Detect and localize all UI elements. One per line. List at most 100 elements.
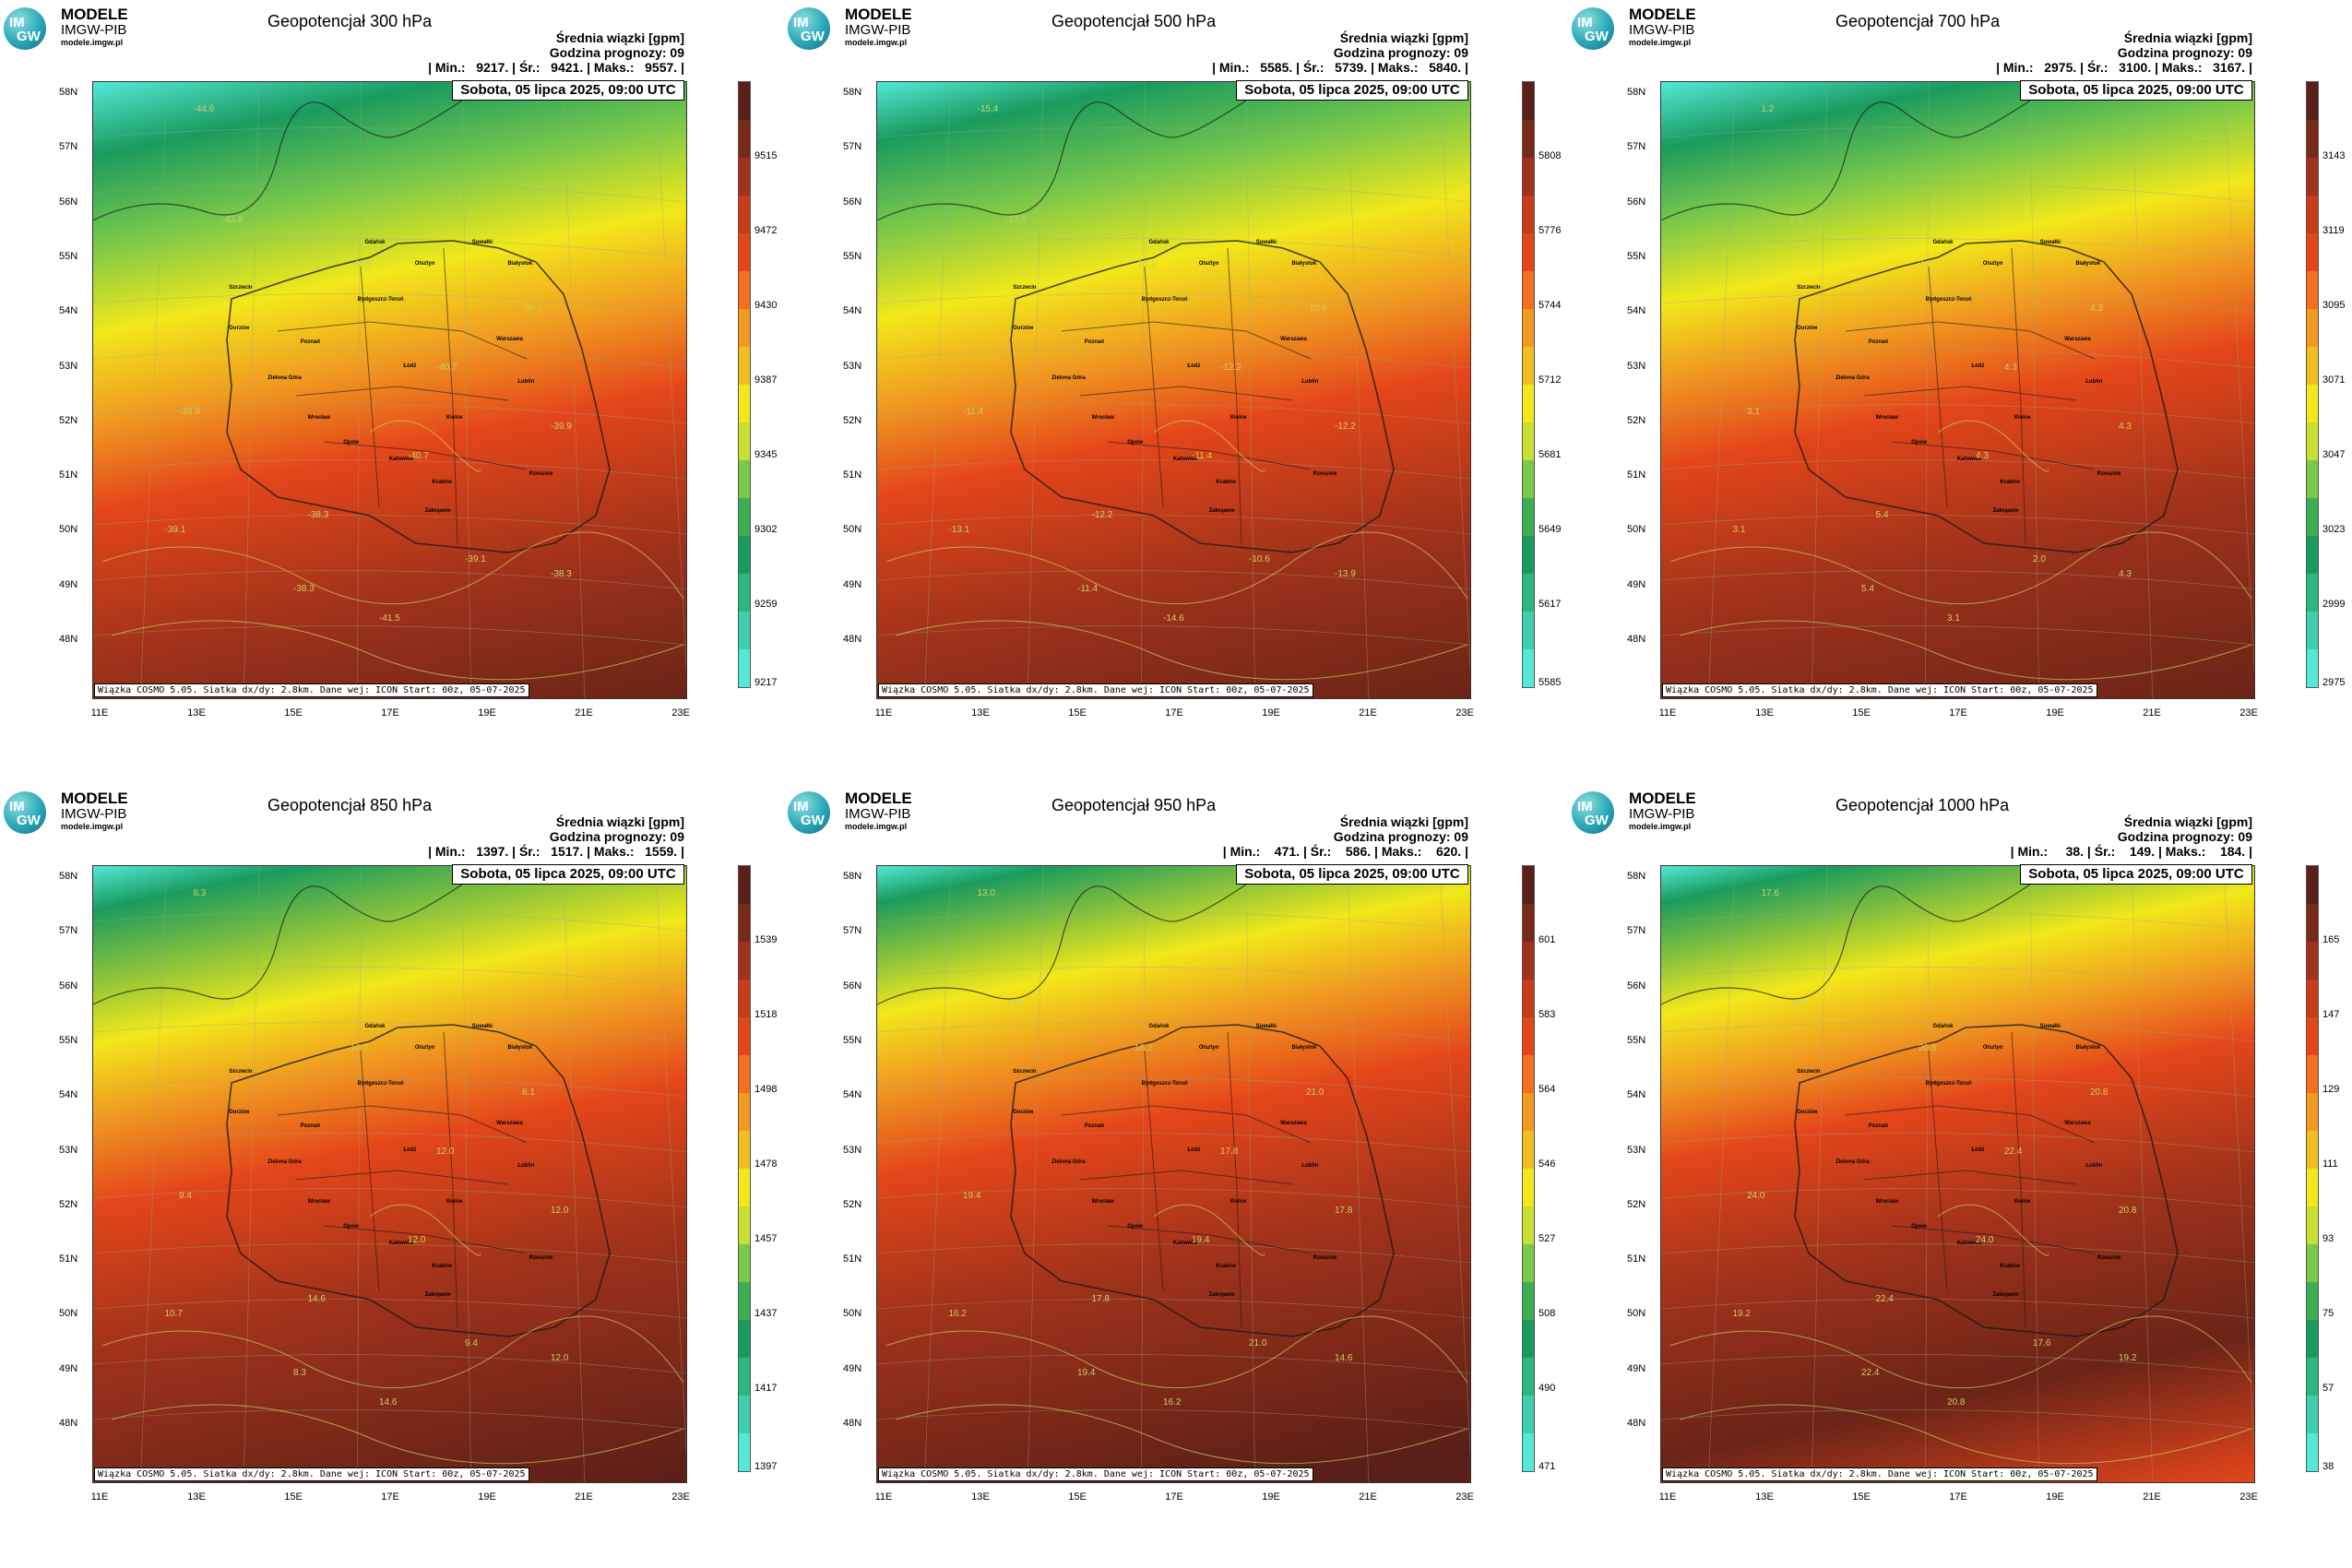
longitude-label: 13E [1755,1491,1774,1503]
latitude-label: 54N [59,305,78,317]
contour-value: 4.3 [2119,422,2132,432]
valid-date: Sobota, 05 lipca 2025, 09:00 UTC [2020,864,2252,885]
colorbar [1522,865,1535,1472]
longitude-label: 23E [671,1491,690,1503]
forecast-hour: Godzina prognozy: 09 [2117,829,2252,844]
longitude-label: 19E [1262,707,1280,719]
forecast-panel: IM GW MODELE IMGW-PIB modele.imgw.pl Geo… [1568,0,2352,784]
longitude-label: 11E [90,707,109,719]
longitude-label: 21E [575,1491,593,1503]
city-label: Rzeszów [529,1254,553,1261]
imgw-logo: IM GW MODELE IMGW-PIB modele.imgw.pl [788,788,935,836]
city-label: Katowice [388,1241,414,1247]
city-label: Bydgoszcz-Toruń [1141,296,1188,303]
contour-value: 10.7 [350,1043,369,1053]
badge-text-bottom: GW [17,813,41,828]
latitude-label: 57N [843,925,862,937]
geopotential-map: Wiązka COSMO 5.05. Siatka dx/dy: 2.8km. … [92,865,687,1483]
model-footer: Wiązka COSMO 5.05. Siatka dx/dy: 2.8km. … [1662,683,2097,697]
contour-value: 13.0 [977,888,995,898]
colorbar-tick-label: 147 [2322,1008,2340,1020]
city-label: Szczecin [229,1069,253,1075]
latitude-label: 58N [843,87,862,98]
map-overlay [877,866,1470,1482]
logo-line2: IMGW-PIB [61,806,127,822]
city-label: Zielona Góra [1835,1158,1870,1165]
latitude-label: 51N [1627,1253,1646,1265]
contour-value: 19.2 [1732,1309,1751,1319]
regional-borders [1845,1031,2096,1328]
city-label: Gorzów [229,1109,250,1115]
coastline [877,100,1247,221]
city-label: Bydgoszcz-Toruń [1925,1080,1972,1087]
coastline [93,100,463,221]
imgw-badge-icon: IM GW [1572,791,1614,834]
latitude-label: 51N [843,469,862,481]
longitude-label: 21E [1359,1491,1377,1503]
contour-value: -40.7 [436,362,457,373]
contour-value: 14.6 [307,1294,326,1304]
city-label: Zielona Góra [1051,1158,1086,1165]
latitude-label: 54N [1627,1089,1646,1101]
contour-lines [885,420,1468,681]
contour-lines [885,1204,1468,1465]
city-label: Lublin [517,379,535,386]
contour-value: -14.6 [1163,613,1184,624]
contour-value: 20.8 [2090,1087,2108,1098]
colorbar-tick-label: 1539 [754,933,778,945]
contour-value: -39.1 [465,554,486,564]
city-label: Lublin [517,1163,535,1170]
city-label: Opole [1127,439,1144,445]
latitude-label: 52N [843,1198,862,1210]
colorbar-tick-label: 9345 [754,448,778,460]
city-label: Łódź [1187,363,1201,370]
colorbar-tick-label: 1478 [754,1158,778,1170]
variable-label: Średnia wiązki [gpm] [555,30,684,45]
colorbar-tick-label: 9472 [754,224,778,236]
city-label: Lublin [2085,1163,2103,1170]
latitude-label: 57N [1627,141,1646,153]
contour-value: -11.4 [1192,451,1213,461]
city-label: Zakopane [1208,507,1235,514]
colorbar [1522,81,1535,688]
latitude-label: 56N [1627,196,1646,208]
geopotential-map: Wiązka COSMO 5.05. Siatka dx/dy: 2.8km. … [1660,865,2255,1483]
contour-value: 21.0 [1249,1338,1267,1348]
regional-borders [1061,247,1312,544]
longitude-label: 11E [874,1491,893,1503]
contour-value: 14.6 [1005,999,1024,1009]
longitude-label: 21E [2143,1491,2161,1503]
contour-value: 19.4 [1192,1235,1210,1245]
city-label: Kraków [1216,479,1237,485]
regional-borders [277,247,528,544]
latitude-label: 52N [1627,414,1646,426]
longitude-label: 23E [1455,707,1474,719]
latitude-label: 48N [843,634,862,645]
contour-value: 5.4 [1861,584,1874,594]
latitude-label: 48N [843,1418,862,1429]
latitude-label: 55N [59,1034,78,1046]
latitude-label: 54N [843,305,862,317]
latitude-label: 51N [1627,469,1646,481]
poland-border [1010,1024,1395,1337]
panel-title: Geopotencjał 1000 hPa [1835,796,2010,814]
longitude-label: 15E [1852,707,1871,719]
contour-value: 22.4 [1861,1368,1880,1378]
variable-label: Średnia wiązki [gpm] [2123,814,2252,829]
city-label: Poznań [1868,339,1889,345]
contour-value: 12.0 [436,1146,455,1157]
contour-value: 16.2 [1163,1397,1182,1408]
latitude-label: 52N [59,1198,78,1210]
badge-text-top: IM [793,799,809,814]
contour-value: 12.0 [408,1235,426,1245]
colorbar-tick-label: 5649 [1538,523,1562,535]
contour-value: 17.6 [1761,888,1779,898]
latitude-label: 49N [59,578,78,590]
contour-value: -39.9 [551,422,572,432]
logo-line2: IMGW-PIB [1629,22,1695,38]
city-label: Kielce [2013,1199,2031,1206]
forecast-panel: IM GW MODELE IMGW-PIB modele.imgw.pl Geo… [1568,784,2352,1568]
colorbar-tick-label: 2999 [2322,598,2346,610]
colorbar [738,81,751,688]
colorbar [738,865,751,1472]
